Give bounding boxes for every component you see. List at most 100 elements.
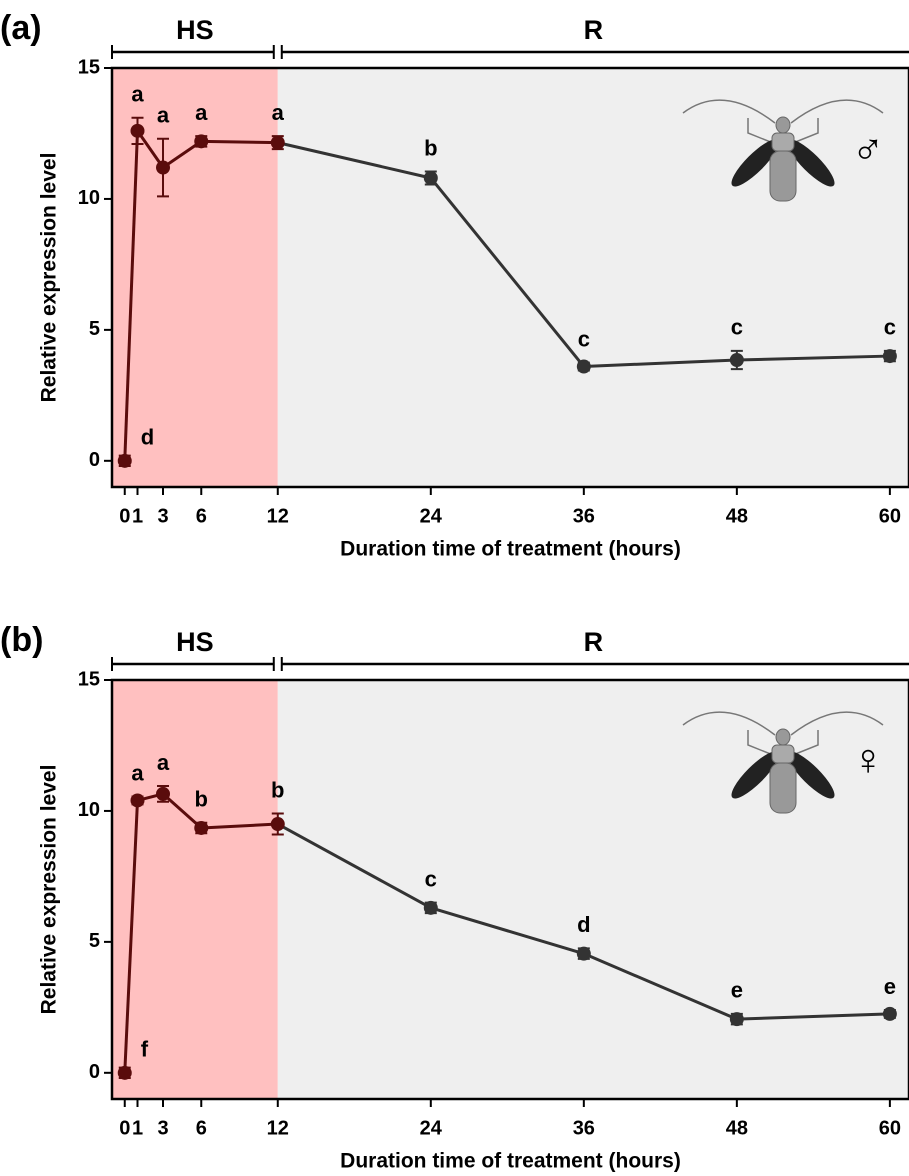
plot-frame — [110, 678, 909, 1101]
x-tick-label: 24 — [420, 505, 443, 527]
point-label: a — [157, 103, 170, 128]
line-segment — [162, 792, 203, 830]
point — [729, 352, 744, 367]
y-tick-label: 10 — [78, 187, 100, 209]
point — [156, 160, 171, 175]
antenna — [790, 711, 884, 736]
sex-symbol: ♀ — [852, 736, 885, 785]
region — [277, 68, 909, 487]
point — [882, 1006, 897, 1021]
wing — [731, 139, 779, 187]
x-axis-title: Duration time of treatment (hours) — [340, 538, 681, 561]
point-label: b — [424, 135, 437, 160]
point — [576, 946, 591, 961]
line-segment — [277, 141, 432, 180]
y-tick-label: 15 — [78, 56, 100, 78]
line-segment — [430, 906, 585, 956]
sex-symbol: ♂ — [852, 124, 885, 173]
line-segment — [429, 177, 585, 368]
x-tick-label: 0 — [119, 505, 130, 527]
leg — [747, 118, 819, 144]
x-tick-label: 36 — [573, 1117, 595, 1139]
line-segment — [123, 130, 140, 461]
point — [270, 817, 285, 832]
line-segment — [277, 822, 432, 910]
point-label: c — [884, 315, 896, 340]
y-tick-label: 15 — [78, 668, 100, 690]
point — [117, 1065, 132, 1080]
point — [117, 453, 132, 468]
line-segment — [123, 800, 140, 1073]
point-label: a — [131, 760, 144, 785]
leg — [747, 730, 819, 756]
region-label: R — [584, 627, 604, 657]
y-axis-title: Relative expression level — [38, 153, 61, 403]
wing — [787, 139, 835, 187]
x-axis-title: Duration time of treatment (hours) — [340, 1150, 681, 1173]
point — [194, 134, 209, 149]
point-label: f — [141, 1037, 149, 1062]
x-tick-label: 3 — [157, 505, 168, 527]
y-tick-label: 10 — [78, 799, 100, 821]
x-tick-label: 1 — [132, 1117, 143, 1139]
beetle-icon — [682, 711, 884, 814]
beetle-icon — [682, 99, 884, 202]
x-tick-label: 12 — [267, 1117, 289, 1139]
body — [769, 150, 797, 202]
region — [277, 680, 909, 1099]
x-tick-label: 60 — [879, 1117, 901, 1139]
region-label: HS — [176, 15, 214, 45]
point — [882, 349, 897, 364]
thorax — [771, 132, 795, 152]
point — [130, 123, 145, 138]
point — [423, 170, 438, 185]
point-label: c — [731, 315, 743, 340]
x-tick-label: 6 — [196, 505, 207, 527]
point-label: a — [131, 82, 144, 107]
point-label: b — [195, 787, 208, 812]
wing — [731, 751, 779, 799]
antenna — [790, 99, 884, 124]
antenna — [682, 711, 776, 736]
body — [769, 762, 797, 814]
point — [194, 820, 209, 835]
point-label: d — [141, 425, 154, 450]
y-tick-label: 0 — [89, 449, 100, 471]
line-segment — [736, 354, 890, 362]
x-tick-label: 12 — [267, 505, 289, 527]
line-segment — [162, 140, 203, 169]
line-segment — [583, 358, 737, 369]
point — [729, 1012, 744, 1027]
line-segment — [136, 129, 165, 169]
line-segment — [583, 952, 738, 1021]
point — [130, 793, 145, 808]
point-label: e — [731, 978, 743, 1003]
line-segment — [201, 822, 278, 830]
point — [576, 359, 591, 374]
y-tick-label: 5 — [89, 318, 100, 340]
panel-label: (b) — [0, 621, 43, 659]
x-tick-label: 24 — [420, 1117, 443, 1139]
thorax — [771, 744, 795, 764]
point — [270, 135, 285, 150]
head — [775, 116, 791, 134]
point-label: a — [195, 100, 208, 125]
point-label: b — [271, 777, 284, 802]
point-label: a — [157, 750, 170, 775]
line-segment — [201, 139, 278, 145]
region-label: HS — [176, 627, 214, 657]
point-label: a — [272, 100, 285, 125]
x-tick-label: 0 — [119, 1117, 130, 1139]
point-label: d — [577, 912, 590, 937]
head — [775, 728, 791, 746]
point — [423, 900, 438, 915]
y-tick-label: 0 — [89, 1061, 100, 1083]
plot-frame — [110, 66, 909, 489]
x-tick-label: 48 — [726, 1117, 748, 1139]
y-tick-label: 5 — [89, 930, 100, 952]
x-tick-label: 48 — [726, 505, 748, 527]
line-segment — [736, 1012, 890, 1021]
point-label: c — [425, 866, 437, 891]
